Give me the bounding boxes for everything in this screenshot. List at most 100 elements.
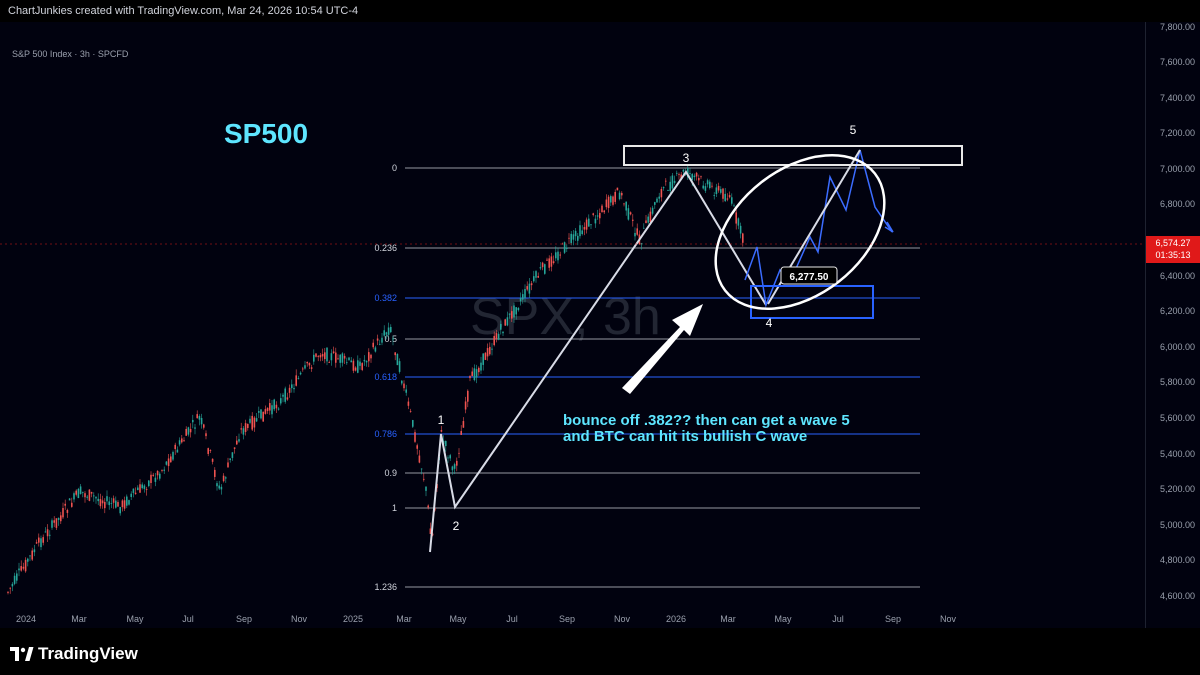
candle-body [27,558,29,562]
candle-body [161,470,163,471]
candle-body [134,492,137,495]
current-price: 6,574.27 [1155,238,1191,248]
candle-body [588,218,590,227]
candle-body [299,372,302,375]
candle-body [35,542,38,544]
candle-body [717,185,720,191]
candle-body [9,587,11,589]
candle-body [627,208,630,220]
tradingview-logo[interactable]: TradingView [10,644,138,664]
candle-body [233,447,236,449]
fib-level-label: 0 [392,163,397,173]
candle-body [357,360,359,373]
candle-body [735,212,737,224]
x-tick-label: Jul [506,614,518,624]
note-line-2: and BTC can hit its bullish C wave [563,428,808,445]
chart-legend: S&P 500 Index · 3h · SPCFD [12,49,129,59]
candle-body [71,502,73,507]
y-tick-label: 7,600.00 [1159,57,1195,68]
candle-body [456,460,458,466]
candle-body [328,362,330,363]
candle-body [203,424,205,428]
candle-body [222,475,225,482]
candle-body [425,486,427,491]
candle-body [480,362,482,371]
y-tick-label: 6,200.00 [1159,306,1195,317]
x-tick-label: Sep [236,614,252,624]
candle-body [583,226,586,230]
candle-body [240,428,242,430]
candle-body [614,191,616,202]
candle-body [396,353,399,366]
candle-body [572,234,575,240]
candle-body [13,575,16,584]
candle-body [623,203,625,205]
candle-body [310,367,313,369]
candle-body [739,225,742,234]
candle-body [321,354,324,357]
candle-body [302,368,304,370]
chart-canvas[interactable]: SPX, 3h 00.2360.3820.50.6180.7860.911.23… [0,22,1145,628]
resistance-box[interactable] [623,145,963,166]
x-tick-label: May [449,614,467,624]
candle-body [277,408,280,410]
candle-body [742,233,744,243]
highlight-ellipse[interactable] [686,124,913,340]
candle-body [108,501,110,506]
candle-body [7,591,9,593]
wave-line[interactable] [429,170,767,553]
candle-body [324,352,326,360]
x-tick-label: Sep [885,614,901,624]
candle-body [183,440,185,442]
y-tick-label: 7,400.00 [1159,92,1195,103]
annotation-arrow[interactable] [622,304,703,394]
candle-body [361,363,363,370]
candle-body [75,490,77,495]
candle-body [53,520,55,523]
candle-body [616,187,619,191]
candle-body [372,342,374,348]
candle-body [590,224,592,226]
candle-body [728,195,731,198]
candle-body [57,517,60,520]
candle-body [733,205,735,207]
candle-body [473,368,476,381]
title-label: SP500 [224,118,309,149]
candle-body [643,227,645,229]
fib-level-label: 0.382 [374,293,397,303]
candle-body [618,192,621,200]
candle-body [482,353,484,365]
candle-body [20,566,22,571]
candle-body [453,464,456,469]
candle-body [671,175,674,189]
candle-body [390,326,392,333]
candle-body [601,205,603,213]
candle-body [227,462,229,468]
candle-body [266,407,269,411]
y-axis[interactable]: 7,800.00 7,600.00 7,400.00 7,200.00 7,000.00… [1145,22,1200,628]
candle-body [445,440,447,447]
candle-body [165,461,168,465]
candle-body [40,538,42,548]
candle-body [462,421,465,428]
candle-body [552,261,555,264]
chart-area[interactable]: SPX, 3h 0 0.236 0.382 0.5 0.618 0.786 0.9 1 1.23… [0,22,1145,628]
candle-body [458,452,460,454]
x-tick-label: May [126,614,144,624]
x-tick-label: Mar [71,614,87,624]
candle-body [526,286,528,290]
annotation-note: bounce off .382?? then can get a wave 5 … [563,413,850,445]
candle-body [216,483,218,487]
fib-retracement[interactable]: 0 0.236 0.382 0.5 0.618 0.786 0.9 1 1.236 [374,163,920,592]
candle-body [401,380,403,384]
candle-body [304,365,306,369]
candle-body [550,256,553,267]
candle-body [143,485,146,489]
candle-body [77,488,80,499]
candle-body [249,418,251,423]
candle-body [539,267,542,269]
candle-body [11,583,14,587]
target-box[interactable] [750,285,874,319]
projection-line[interactable] [744,149,893,308]
candle-body [673,180,676,183]
